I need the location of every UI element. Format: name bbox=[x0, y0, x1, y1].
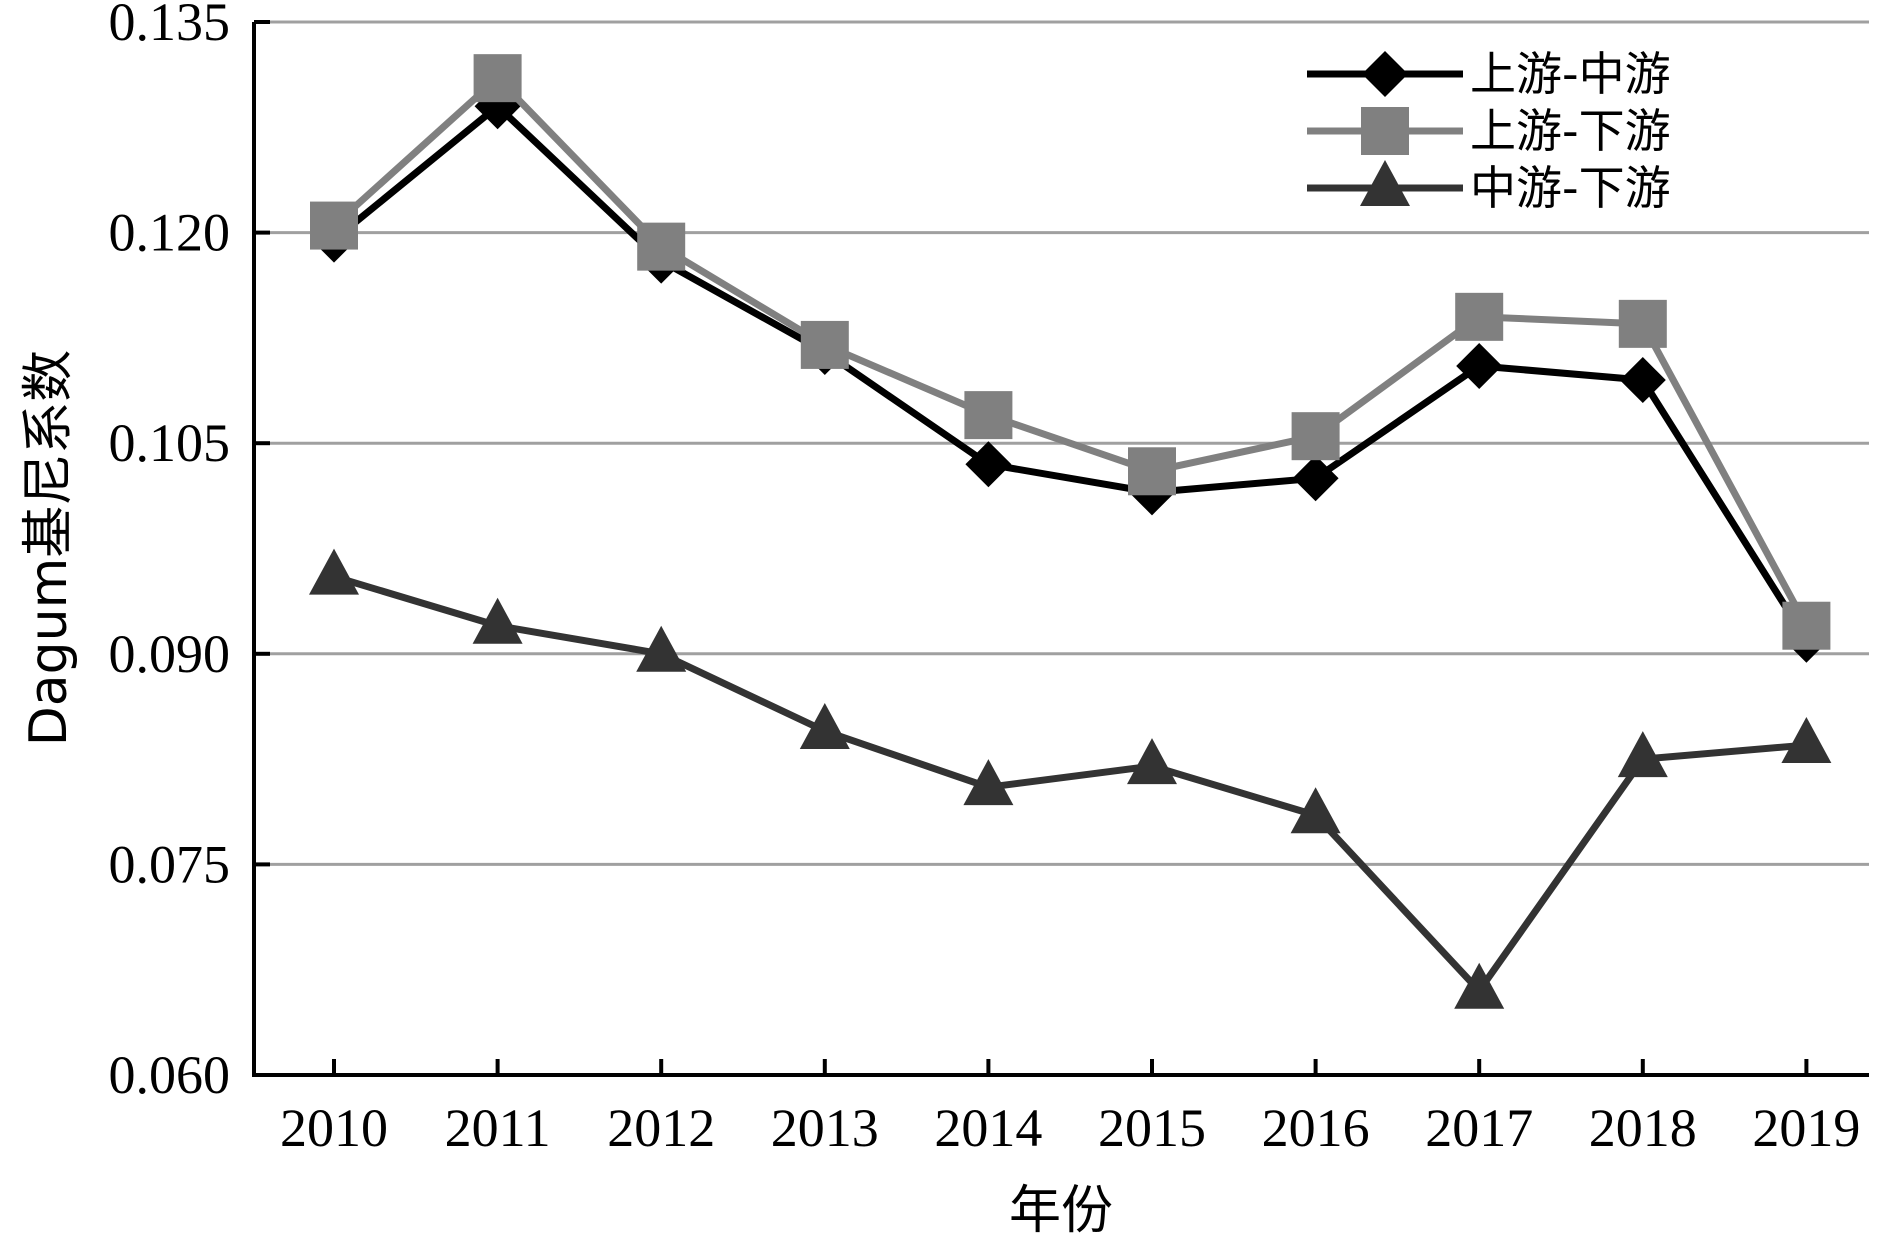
data-point bbox=[309, 548, 359, 595]
data-point bbox=[964, 391, 1013, 440]
data-point bbox=[1618, 299, 1667, 348]
data-point bbox=[799, 703, 850, 750]
data-point bbox=[963, 759, 1014, 806]
x-tick-label: 2011 bbox=[445, 1098, 551, 1158]
legend-label: 中游-下游 bbox=[1470, 161, 1671, 215]
y-tick-label: 0.075 bbox=[109, 834, 231, 894]
y-tick-label: 0.105 bbox=[109, 413, 231, 473]
series-line bbox=[332, 573, 1807, 995]
legend-item: 上游-下游 bbox=[1307, 104, 1671, 158]
data-point bbox=[1127, 738, 1177, 785]
x-tick-label: 2010 bbox=[280, 1098, 388, 1158]
data-point bbox=[310, 201, 358, 250]
x-tick-label: 2012 bbox=[607, 1098, 715, 1158]
y-tick-label: 0.090 bbox=[109, 624, 231, 684]
x-tick-label: 2017 bbox=[1425, 1098, 1533, 1158]
series-line bbox=[331, 102, 1810, 642]
x-tick-label: 2016 bbox=[1262, 1098, 1370, 1158]
data-point bbox=[1619, 357, 1666, 404]
x-tick-label: 2013 bbox=[771, 1098, 879, 1158]
y-tick-label: 0.060 bbox=[109, 1045, 231, 1105]
legend-marker bbox=[1360, 160, 1410, 206]
x-tick-label: 2018 bbox=[1589, 1098, 1697, 1158]
legend-marker bbox=[1362, 51, 1408, 97]
x-tick-label: 2015 bbox=[1098, 1098, 1206, 1158]
x-tick-label: 2019 bbox=[1752, 1098, 1860, 1158]
axes bbox=[252, 22, 1869, 1077]
legend-item: 中游-下游 bbox=[1307, 160, 1671, 215]
data-point bbox=[637, 222, 686, 271]
legend-item: 上游-中游 bbox=[1307, 47, 1671, 101]
y-tick-label: 0.120 bbox=[109, 203, 231, 263]
data-point bbox=[1455, 292, 1504, 341]
data-point bbox=[473, 54, 522, 103]
data-point bbox=[1456, 342, 1503, 389]
x-tick-label: 2014 bbox=[934, 1098, 1042, 1158]
series-triangle bbox=[309, 548, 1832, 1009]
data-point bbox=[636, 625, 687, 672]
x-axis-title: 年份 bbox=[1009, 1181, 1113, 1241]
data-point bbox=[800, 320, 849, 369]
data-point bbox=[1290, 787, 1341, 834]
data-point bbox=[472, 597, 523, 644]
series-layer bbox=[309, 54, 1832, 1009]
data-point bbox=[1291, 412, 1340, 461]
legend-label: 上游-下游 bbox=[1470, 104, 1671, 158]
data-point bbox=[1782, 601, 1831, 650]
data-point bbox=[1781, 717, 1832, 764]
data-point bbox=[1128, 447, 1176, 496]
series-line bbox=[331, 74, 1810, 628]
y-tick-label: 0.135 bbox=[109, 0, 231, 52]
legend-label: 上游-中游 bbox=[1470, 47, 1671, 101]
data-point bbox=[1454, 962, 1505, 1009]
x-ticks: 2010 2011 2012 2013 2014 2015 2016 2017 2018 2019 bbox=[280, 1059, 1860, 1158]
data-point bbox=[1617, 731, 1668, 778]
data-point bbox=[965, 441, 1012, 488]
data-point bbox=[1292, 455, 1339, 502]
y-ticks: 0.060 0.075 0.090 0.105 0.120 0.135 bbox=[109, 0, 270, 1105]
series-square bbox=[310, 54, 1831, 650]
y-axis-title: Dagum基尼系数 bbox=[19, 350, 79, 747]
legend-marker bbox=[1361, 107, 1409, 155]
